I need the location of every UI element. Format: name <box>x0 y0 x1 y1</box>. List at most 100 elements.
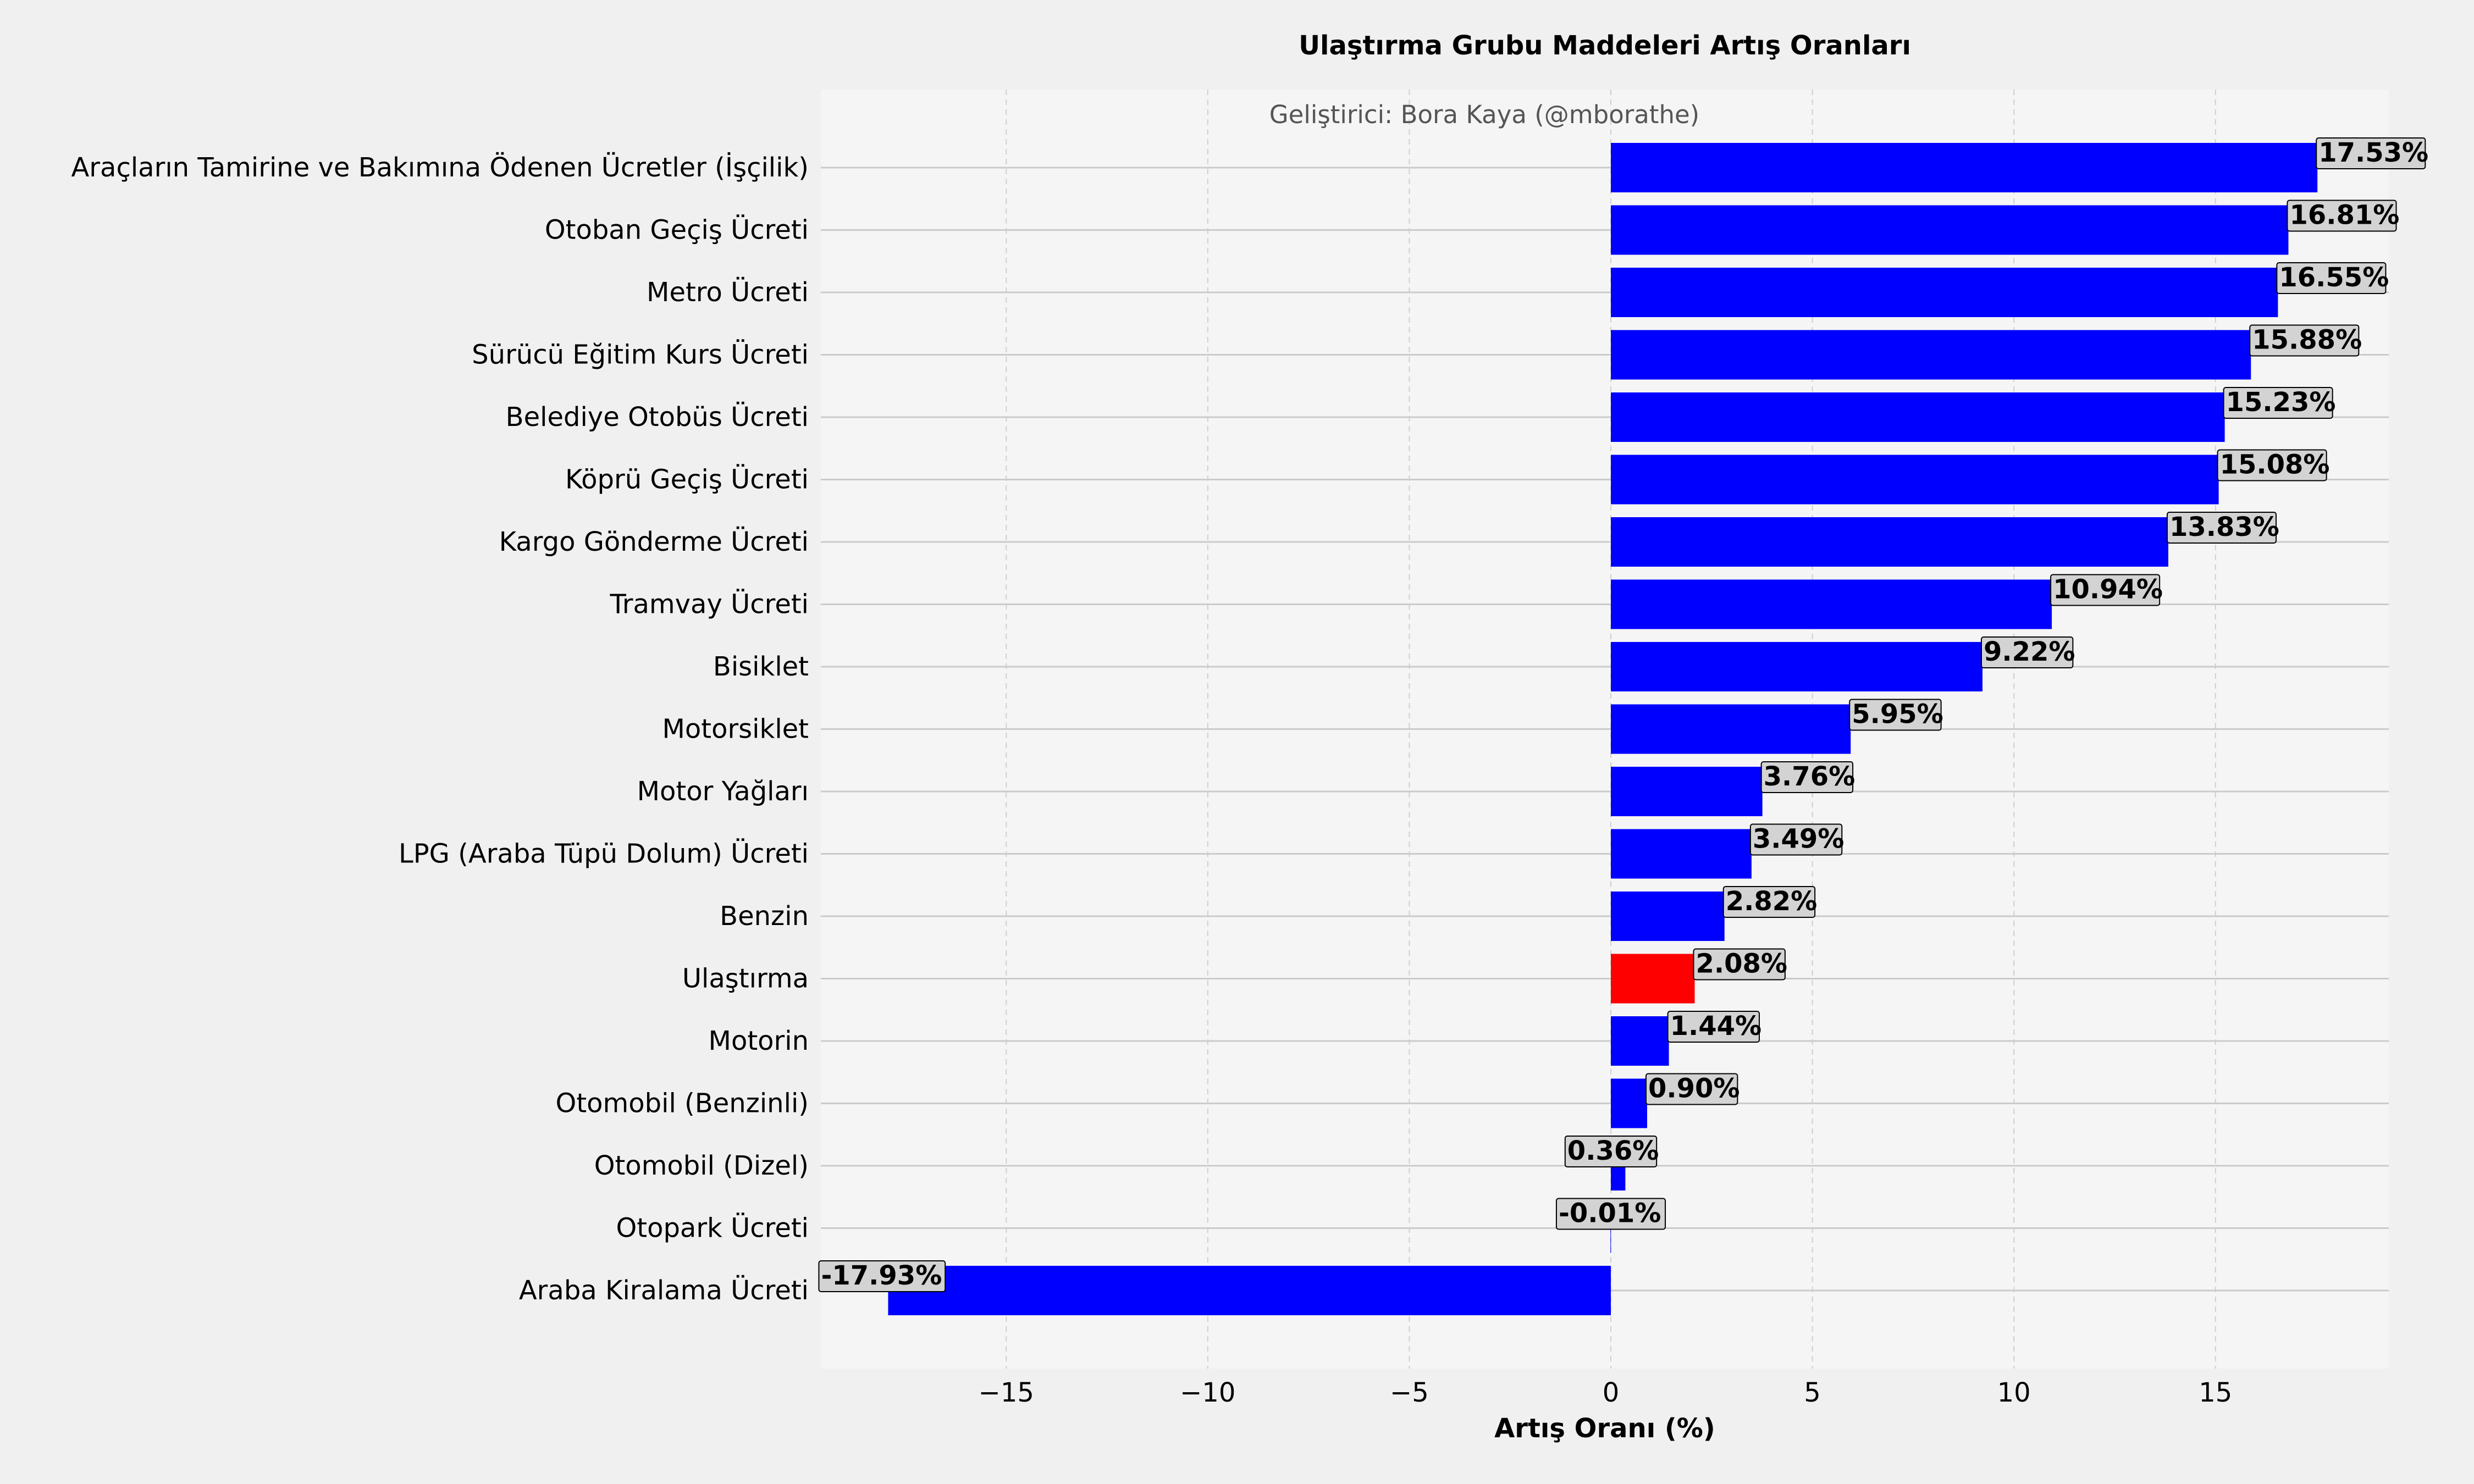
x-tick-label: 0 <box>1603 1377 1620 1408</box>
value-label-text: 3.49% <box>1753 824 1845 855</box>
value-label-text: 15.88% <box>2252 325 2362 356</box>
value-label: 5.95% <box>1849 699 1943 731</box>
value-label-box <box>1564 1136 1658 1167</box>
value-label-box <box>2050 574 2161 606</box>
value-label-box <box>2276 262 2387 294</box>
bar <box>1610 642 1982 691</box>
value-label-text: 17.53% <box>2318 137 2428 168</box>
category-label: Otomobil (Benzinli) <box>556 1088 809 1119</box>
value-label: 3.76% <box>1760 761 1856 793</box>
value-label-text: 2.82% <box>1726 886 1818 917</box>
value-label-box <box>2223 387 2333 419</box>
value-label-text: -0.01% <box>1559 1198 1661 1229</box>
bar <box>1610 829 1752 879</box>
value-label-text: 16.55% <box>2279 262 2389 293</box>
value-label-text: 3.76% <box>1764 761 1856 792</box>
value-label: 3.49% <box>1749 823 1845 856</box>
value-label-box <box>2287 200 2397 232</box>
value-label: 2.82% <box>1722 886 1818 918</box>
category-label: Metro Ücreti <box>647 277 809 308</box>
category-label: Benzin <box>720 901 809 932</box>
value-label: 17.53% <box>2316 137 2428 169</box>
value-label: 9.22% <box>1980 636 2075 668</box>
category-label: Tramvay Ücreti <box>609 589 809 620</box>
category-label: Köprü Geçiş Ücreti <box>565 464 809 495</box>
x-tick-label: 10 <box>1997 1377 2031 1408</box>
value-label-box <box>2249 324 2360 357</box>
bar <box>1610 1016 1669 1066</box>
value-label-text: 16.81% <box>2289 200 2399 231</box>
value-label-box <box>1667 1011 1760 1043</box>
x-tick-labels: −15 −10 −5 0 5 10 15 <box>979 1377 2233 1408</box>
category-label: Araçların Tamirine ve Bakımına Ödenen Üc… <box>71 152 809 183</box>
value-label: 15.23% <box>2223 387 2336 419</box>
bar <box>1610 767 1763 816</box>
x-tick-label: −15 <box>979 1377 1034 1408</box>
watermark-text: Geliştirici: Bora Kaya (@mborathe) <box>1269 100 1699 129</box>
value-label-box <box>2316 137 2426 169</box>
category-label: Motorin <box>709 1026 809 1056</box>
chart-title: Ulaştırma Grubu Maddeleri Artış Oranları <box>1299 30 1911 61</box>
value-label-text: 1.44% <box>1670 1011 1762 1042</box>
bar <box>1610 268 2278 317</box>
bar <box>1610 1078 1647 1128</box>
bar <box>1610 330 2251 380</box>
value-label-box <box>1760 761 1854 793</box>
category-label: Sürücü Eğitim Kurs Ücreti <box>472 340 809 370</box>
bar <box>1610 392 2225 442</box>
bar <box>1610 455 2219 505</box>
value-label-box <box>1693 948 1786 981</box>
bar <box>1610 954 1695 1004</box>
value-label-text: 5.95% <box>1852 699 1943 730</box>
value-label: 15.88% <box>2249 324 2362 357</box>
category-label: Bisiklet <box>713 651 809 682</box>
value-label: 1.44% <box>1667 1011 1762 1043</box>
value-label: 0.36% <box>1564 1136 1659 1167</box>
value-label-text: 15.23% <box>2226 387 2336 418</box>
value-label-text: 2.08% <box>1696 949 1787 979</box>
value-label: 13.83% <box>2166 512 2279 544</box>
category-label: Belediye Otobüs Ücreti <box>506 402 809 433</box>
category-label: Motorsiklet <box>662 714 809 745</box>
x-tick-label: 15 <box>2199 1377 2232 1408</box>
category-label: Kargo Gönderme Ücreti <box>499 527 809 557</box>
value-label-box <box>1645 1073 1738 1105</box>
value-label: -17.93% <box>818 1260 946 1292</box>
category-labels: Araçların Tamirine ve Bakımına Ödenen Üc… <box>71 152 809 1306</box>
value-label-box <box>1980 636 2074 668</box>
value-label: 10.94% <box>2050 574 2163 606</box>
bar <box>1610 143 2318 192</box>
value-label-text: 0.90% <box>1648 1073 1740 1104</box>
value-label-box <box>1849 699 1942 731</box>
x-axis-label: Artış Oranı (%) <box>1494 1413 1715 1444</box>
value-label: -0.01% <box>1555 1198 1666 1230</box>
value-labels: 17.53% 16.81% 16.55% 15.88% 15.23% 15.08% 13.8… <box>818 137 2428 1292</box>
category-label: Araba Kiralama Ücreti <box>519 1275 809 1306</box>
bar <box>1610 891 1725 941</box>
category-label: Otomobil (Dizel) <box>594 1150 809 1181</box>
bar <box>1610 205 2289 255</box>
category-label: Otopark Ücreti <box>616 1213 809 1244</box>
value-label: 0.90% <box>1645 1073 1740 1105</box>
category-label: Ulaştırma <box>682 964 809 994</box>
x-tick-label: −5 <box>1390 1377 1429 1408</box>
value-label: 16.81% <box>2287 200 2399 232</box>
x-tick-label: −10 <box>1180 1377 1235 1408</box>
value-label: 2.08% <box>1693 948 1787 981</box>
bar <box>888 1266 1611 1315</box>
bars <box>888 143 2318 1315</box>
value-label-box <box>1555 1198 1666 1230</box>
value-label-text: 9.22% <box>1984 636 2075 667</box>
bar <box>1610 704 1851 754</box>
value-label: 15.08% <box>2217 449 2330 481</box>
category-label: Otoban Geçiş Ücreti <box>545 215 809 246</box>
value-label-box <box>1722 886 1816 918</box>
value-label-box <box>1749 823 1843 856</box>
x-tick-label: 5 <box>1804 1377 1821 1408</box>
value-label-text: 10.94% <box>2053 574 2163 605</box>
value-label-box <box>2217 449 2327 481</box>
value-label-text: 0.36% <box>1567 1136 1659 1166</box>
value-label-text: 13.83% <box>2169 512 2279 542</box>
category-label: LPG (Araba Tüpü Dolum) Ücreti <box>399 839 809 870</box>
